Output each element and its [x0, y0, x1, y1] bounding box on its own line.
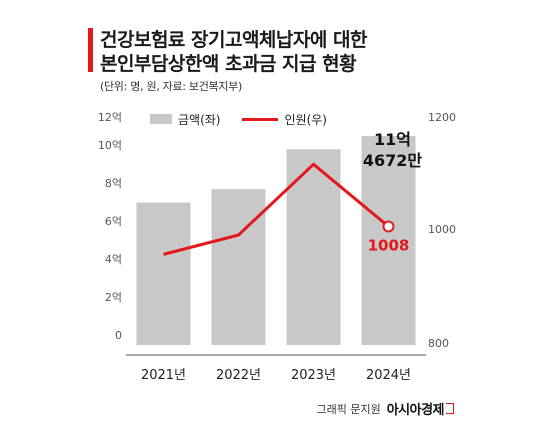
- brand-logo-text: 아시아경제: [386, 403, 445, 418]
- bar-2022년: [211, 189, 266, 345]
- x-axis-tick-label: 2021년: [141, 368, 186, 383]
- left-axis-tick-label: 12억: [98, 111, 122, 124]
- bar-annotation-line2: 4672만: [363, 151, 423, 170]
- left-axis-tick-label: 8억: [105, 177, 122, 190]
- left-axis-tick-label: 10억: [98, 139, 122, 152]
- left-axis-tick-label: 2억: [105, 291, 122, 304]
- chart-title-line2: 본인부담상한액 초과금 지급 현황: [100, 53, 357, 75]
- legend-bar-swatch: [150, 114, 172, 124]
- x-axis-tick-label: 2022년: [216, 368, 261, 383]
- title-accent-bar: [88, 28, 93, 72]
- right-axis-tick-label: 1000: [428, 223, 456, 236]
- bar-2021년: [136, 202, 191, 345]
- unit-source-note: (단위: 명, 원, 자료: 보건복지부): [100, 80, 242, 93]
- credit: 그래픽 문지원 아시아경제: [316, 399, 454, 418]
- right-axis-tick-label: 800: [428, 337, 449, 350]
- chart-title-line1: 건강보험료 장기고액체납자에 대한: [100, 29, 367, 51]
- chart-legend: 금액(좌) 인원(우): [150, 110, 415, 128]
- bar-2024년: [361, 136, 416, 345]
- legend-line-label: 인원(우): [284, 112, 327, 127]
- left-axis-tick-label: 6억: [105, 215, 122, 228]
- bar-annotation-line1: 11억: [374, 130, 411, 149]
- legend-bar-label: 금액(좌): [178, 112, 221, 127]
- line-series-인원: [163, 162, 390, 256]
- line-point-marker: [382, 220, 395, 233]
- x-axis-tick-label: 2023년: [291, 368, 336, 383]
- x-axis-tick-label: 2024년: [366, 368, 411, 383]
- right-axis-tick-label: 1200: [428, 111, 456, 124]
- left-axis-tick-label: 0: [115, 329, 122, 342]
- line-data-label: 1008: [368, 236, 410, 254]
- credit-text: 그래픽 문지원: [316, 402, 381, 416]
- left-axis-tick-label: 4억: [105, 253, 122, 266]
- brand-mark-icon: [446, 403, 454, 414]
- legend-line-swatch: [242, 117, 279, 121]
